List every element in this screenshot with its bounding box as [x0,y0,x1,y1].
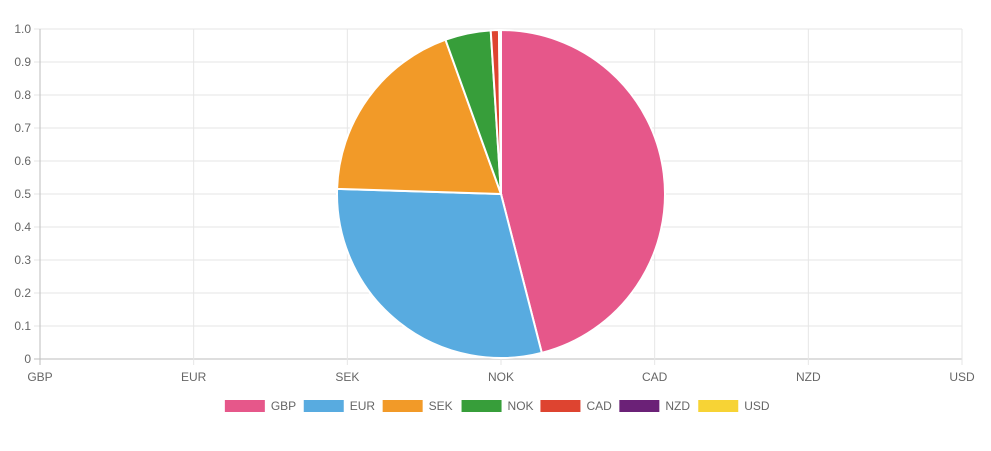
legend-label: NOK [508,399,534,413]
legend-swatch [382,400,423,412]
legend-swatch [224,400,265,412]
legend-item-cad: CAD [540,399,612,413]
legend-label: SEK [429,399,453,413]
x-tick-label: CAD [642,370,668,384]
pie-slice-gbp [500,28,666,355]
y-tick-label: 1.0 [14,22,31,36]
x-tick-label: USD [949,370,975,384]
x-tick-label: NOK [488,370,514,384]
legend: GBP EUR SEK NOK CAD NZD USD [224,399,770,413]
x-tick-label: EUR [181,370,207,384]
legend-item-usd: USD [698,399,770,413]
y-tick-label: 0.5 [14,187,31,201]
y-tick-label: 0 [24,352,31,366]
legend-label: CAD [586,399,612,413]
legend-item-nzd: NZD [619,399,690,413]
legend-swatch [619,400,660,412]
legend-label: NZD [665,399,690,413]
pie-slice-sek [336,38,503,196]
x-tick-label: GBP [27,370,52,384]
legend-swatch [303,400,344,412]
legend-swatch [461,400,502,412]
legend-item-eur: EUR [303,399,376,413]
y-tick-label: 0.7 [14,121,31,135]
pie-slice-eur [336,187,544,359]
y-tick-label: 0.9 [14,55,31,69]
y-tick-label: 0.1 [14,319,31,333]
legend-swatch [698,400,739,412]
legend-item-gbp: GBP [224,399,296,413]
y-tick-label: 0.3 [14,253,31,267]
x-tick-label: SEK [335,370,359,384]
legend-swatch [540,400,581,412]
legend-label: USD [744,399,770,413]
legend-item-sek: SEK [382,399,453,413]
pie-slice-nzd [497,28,502,195]
legend-item-nok: NOK [461,399,534,413]
axes: 0 0.1 0.2 0.3 0.4 0.5 0.6 0.7 0.8 0.9 1.0 GBP EUR SEK… [14,22,975,384]
y-tick-label: 0.2 [14,286,31,300]
legend-label: EUR [350,399,376,413]
y-tick-label: 0.6 [14,154,31,168]
y-tick-label: 0.4 [14,220,31,234]
x-tick-label: NZD [796,370,821,384]
pie [336,28,666,359]
legend-label: GBP [271,399,296,413]
y-tick-label: 0.8 [14,88,31,102]
